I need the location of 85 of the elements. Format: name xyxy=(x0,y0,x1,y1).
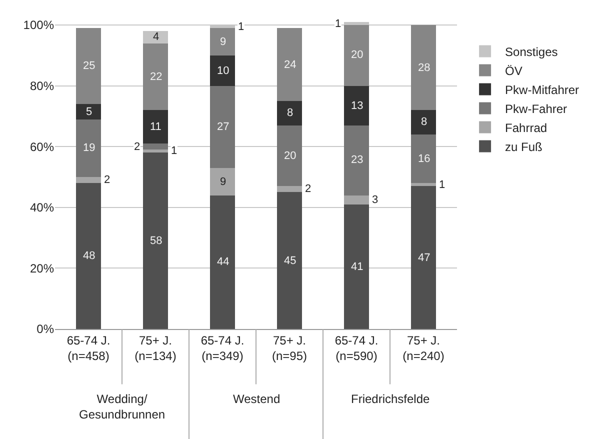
bar xyxy=(276,101,302,126)
y-tick-label: 60% xyxy=(30,140,54,154)
data-label: 58 xyxy=(150,235,162,247)
bar xyxy=(210,86,236,168)
x-tick-label: 65-74 J. (n=590) xyxy=(334,333,378,363)
legend-label: Sonstiges xyxy=(505,44,558,59)
bar xyxy=(210,28,236,56)
x-tick-label: 65-74 J. (n=458) xyxy=(66,333,110,363)
data-label: 2 xyxy=(134,141,140,153)
bar xyxy=(344,125,370,196)
data-label: 20 xyxy=(351,49,364,61)
data-label: 19 xyxy=(83,142,96,154)
data-label: 45 xyxy=(284,255,296,267)
bar xyxy=(276,192,302,329)
data-label: 8 xyxy=(287,107,294,119)
legend-label: ÖV xyxy=(505,64,522,78)
bar xyxy=(76,28,102,104)
x-tick-label: 75+ J. (n=134) xyxy=(134,333,176,363)
bar xyxy=(142,150,168,153)
data-label: 13 xyxy=(351,100,364,112)
bar xyxy=(210,55,236,86)
bar xyxy=(276,186,302,192)
legend-label: zu Fuß xyxy=(505,140,542,154)
legend-label: Pkw-Mitfahrer xyxy=(505,82,580,97)
data-label: 9 xyxy=(220,36,226,48)
data-label: 20 xyxy=(284,150,296,162)
bar xyxy=(142,144,168,150)
data-label: 48 xyxy=(83,250,96,262)
data-label: 1 xyxy=(335,18,342,30)
bar xyxy=(410,25,436,110)
data-label: 5 xyxy=(86,106,92,118)
data-label: 1 xyxy=(238,21,244,33)
data-label: 44 xyxy=(217,256,230,268)
legend-label: Pkw-Fahrer xyxy=(505,102,568,116)
data-label: 1 xyxy=(171,145,178,157)
x-tick-label: 75+ J. (n=240) xyxy=(402,333,444,363)
data-label: 1 xyxy=(439,179,446,191)
text: Friedrichsfelde xyxy=(351,392,430,406)
data-label: 11 xyxy=(150,121,162,133)
data-label: 24 xyxy=(284,59,296,71)
x-tick-label: 75+ J. (n=95) xyxy=(272,333,308,363)
bar xyxy=(142,31,168,44)
data-label: 47 xyxy=(418,252,430,264)
bar xyxy=(76,104,102,120)
data-label: 23 xyxy=(351,154,364,166)
data-label: 22 xyxy=(150,71,162,83)
y-tick-label: 100% xyxy=(23,18,54,32)
data-label: 10 xyxy=(217,65,230,77)
data-label: 25 xyxy=(83,60,96,72)
data-label: 4 xyxy=(153,31,160,43)
bar xyxy=(142,43,168,110)
y-tick-label: 20% xyxy=(30,261,54,276)
bar xyxy=(344,25,370,86)
bar xyxy=(410,183,436,186)
data-label: 3 xyxy=(372,194,378,206)
bar xyxy=(142,110,168,144)
y-tick-label: 40% xyxy=(30,200,54,215)
bar xyxy=(76,183,102,329)
data-label: 2 xyxy=(305,183,312,195)
data-label: 28 xyxy=(418,62,430,74)
bar xyxy=(344,86,370,126)
bar xyxy=(410,110,436,134)
x-tick-label: 65-74 J. (n=349) xyxy=(200,333,244,363)
text: Westend xyxy=(233,392,280,406)
data-label: 2 xyxy=(104,174,110,186)
text: Wedding/ Gesundbrunnen xyxy=(79,392,166,422)
y-tick-label: 0% xyxy=(36,322,54,336)
bar xyxy=(410,186,436,329)
y-tick-label: 80% xyxy=(30,79,54,94)
data-label: 16 xyxy=(418,153,430,165)
bar xyxy=(210,195,236,329)
bar xyxy=(344,195,370,204)
legend-label: Fahrrad xyxy=(505,120,548,135)
bar xyxy=(76,177,102,184)
bar xyxy=(76,119,102,178)
data-label: 41 xyxy=(351,261,364,273)
data-label: 9 xyxy=(220,176,226,188)
data-label: 8 xyxy=(421,116,428,128)
bar xyxy=(410,134,436,184)
bar xyxy=(276,125,302,186)
data-label: 27 xyxy=(217,121,230,133)
bar xyxy=(142,152,168,329)
bar xyxy=(344,204,370,329)
bar xyxy=(276,28,302,102)
bar xyxy=(210,168,236,196)
